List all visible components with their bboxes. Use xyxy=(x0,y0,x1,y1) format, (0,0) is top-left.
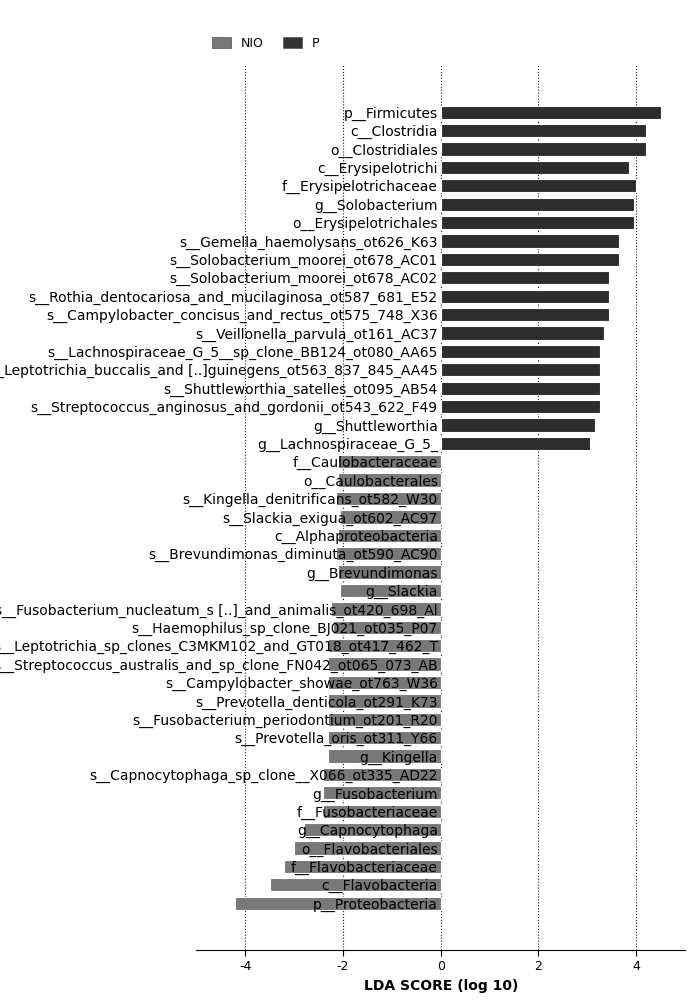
Bar xyxy=(323,786,441,799)
Bar xyxy=(441,326,604,340)
Bar xyxy=(441,106,661,119)
Bar xyxy=(441,161,629,174)
Bar xyxy=(331,602,441,616)
Bar xyxy=(323,768,441,781)
Bar xyxy=(338,473,441,487)
Bar xyxy=(328,731,441,744)
Bar xyxy=(441,308,609,321)
Bar xyxy=(441,124,646,137)
Bar xyxy=(441,363,599,376)
Bar xyxy=(235,897,441,910)
Bar xyxy=(338,529,441,542)
Bar xyxy=(336,492,441,505)
Bar xyxy=(304,823,441,836)
Bar xyxy=(340,584,441,597)
Bar xyxy=(284,860,441,873)
Bar xyxy=(441,253,619,266)
Legend: NIO, P: NIO, P xyxy=(208,32,324,55)
Bar xyxy=(323,805,441,818)
Bar xyxy=(441,271,609,284)
Bar xyxy=(441,382,599,395)
Bar xyxy=(340,510,441,524)
Bar xyxy=(441,437,590,450)
Bar xyxy=(328,657,441,671)
Bar xyxy=(441,234,619,248)
Bar xyxy=(441,400,599,413)
Bar xyxy=(333,621,441,634)
Bar xyxy=(328,694,441,708)
Bar xyxy=(270,878,441,891)
Bar xyxy=(441,216,634,229)
Bar xyxy=(441,142,646,156)
Bar xyxy=(441,179,636,192)
Bar xyxy=(441,198,634,211)
Bar xyxy=(328,749,441,763)
X-axis label: LDA SCORE (log 10): LDA SCORE (log 10) xyxy=(363,979,518,993)
Bar xyxy=(328,676,441,689)
Bar xyxy=(328,639,441,652)
Bar xyxy=(441,418,594,432)
Bar xyxy=(294,841,441,855)
Bar xyxy=(328,713,441,726)
Bar xyxy=(336,547,441,560)
Bar xyxy=(338,455,441,468)
Bar xyxy=(441,345,599,358)
Bar xyxy=(338,565,441,579)
Bar xyxy=(441,290,609,303)
